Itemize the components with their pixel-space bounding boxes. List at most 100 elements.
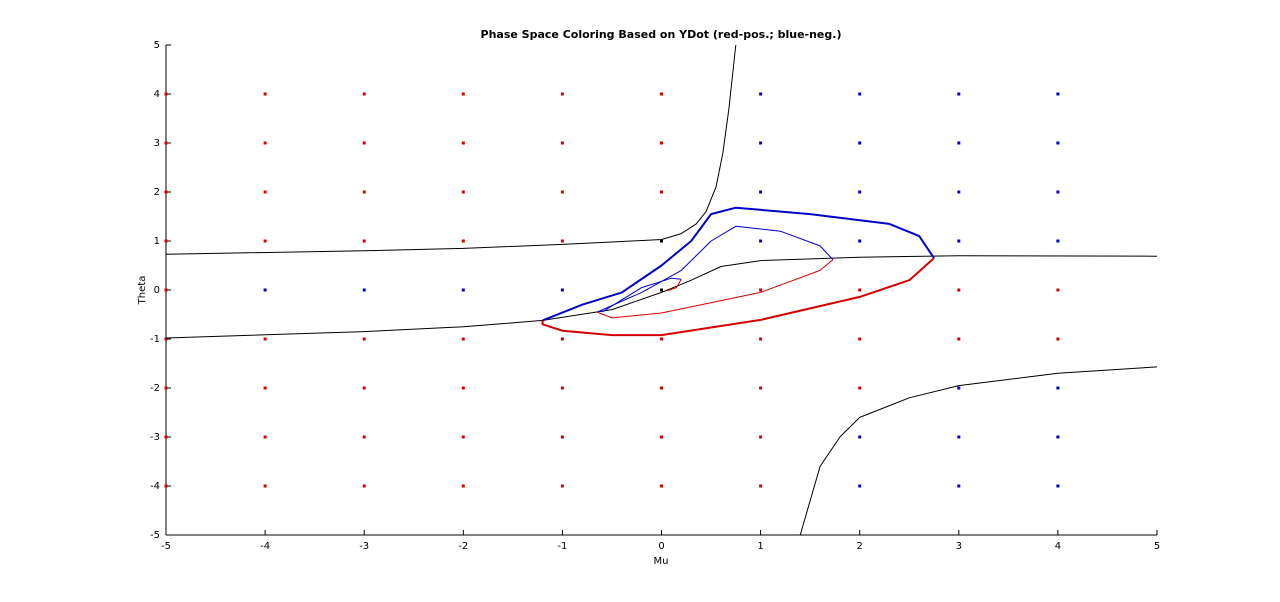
point bbox=[461, 337, 465, 341]
point bbox=[362, 337, 366, 341]
point bbox=[560, 484, 564, 488]
point bbox=[461, 92, 465, 96]
point bbox=[759, 288, 763, 292]
point bbox=[858, 337, 862, 341]
trajectory-line bbox=[601, 277, 682, 313]
point bbox=[957, 190, 961, 194]
y-tick-label: -3 bbox=[150, 432, 160, 443]
point bbox=[957, 337, 961, 341]
point bbox=[263, 435, 267, 439]
point bbox=[759, 337, 763, 341]
point bbox=[263, 288, 267, 292]
point bbox=[560, 239, 564, 243]
point bbox=[164, 435, 168, 439]
point bbox=[263, 141, 267, 145]
point bbox=[560, 92, 564, 96]
point bbox=[660, 141, 663, 145]
y-tick-label: -4 bbox=[150, 481, 160, 492]
trajectory-line bbox=[165, 255, 1158, 339]
x-tick-label: -1 bbox=[557, 541, 567, 552]
x-tick-label: 3 bbox=[956, 541, 962, 552]
point bbox=[362, 141, 366, 145]
point bbox=[461, 190, 465, 194]
point bbox=[957, 239, 961, 243]
point bbox=[362, 435, 366, 439]
point bbox=[560, 386, 564, 390]
point bbox=[1056, 239, 1060, 243]
point bbox=[858, 288, 862, 292]
point bbox=[858, 92, 862, 96]
x-tick-label: 1 bbox=[757, 541, 763, 552]
point bbox=[362, 239, 366, 243]
point bbox=[362, 288, 366, 292]
trajectory-line bbox=[596, 225, 834, 313]
point bbox=[263, 386, 267, 390]
point bbox=[164, 386, 168, 390]
x-tick-label: -5 bbox=[161, 541, 171, 552]
point bbox=[1056, 386, 1060, 390]
point bbox=[660, 92, 663, 96]
y-tick-label: -1 bbox=[150, 334, 160, 345]
trajectory-line bbox=[799, 366, 1158, 536]
y-tick-label: -5 bbox=[150, 530, 160, 541]
point bbox=[759, 239, 763, 243]
point bbox=[660, 239, 663, 243]
point bbox=[1056, 288, 1060, 292]
point bbox=[858, 190, 862, 194]
x-axis-label: Mu bbox=[654, 556, 669, 567]
point bbox=[858, 386, 862, 390]
point bbox=[362, 190, 366, 194]
point bbox=[560, 337, 564, 341]
trajectory-line bbox=[542, 206, 935, 322]
point bbox=[461, 484, 465, 488]
y-axis-label: Theta bbox=[137, 276, 148, 306]
point bbox=[660, 288, 663, 292]
point bbox=[362, 92, 366, 96]
point bbox=[759, 484, 763, 488]
point bbox=[263, 190, 267, 194]
x-tick-label: 5 bbox=[1154, 541, 1160, 552]
point bbox=[164, 239, 168, 243]
point bbox=[1056, 92, 1060, 96]
point bbox=[660, 337, 663, 341]
point bbox=[164, 337, 168, 341]
point bbox=[957, 92, 961, 96]
x-tick-label: -4 bbox=[260, 541, 270, 552]
point bbox=[759, 92, 763, 96]
y-tick-label: 0 bbox=[154, 285, 160, 296]
point bbox=[660, 435, 663, 439]
point bbox=[164, 288, 168, 292]
y-tick-label: 4 bbox=[154, 89, 160, 100]
x-tick-label: 4 bbox=[1055, 541, 1061, 552]
point bbox=[164, 190, 168, 194]
chart-title: Phase Space Coloring Based on YDot (red-… bbox=[481, 28, 842, 41]
point bbox=[759, 435, 763, 439]
point bbox=[164, 141, 168, 145]
point bbox=[1056, 435, 1060, 439]
point bbox=[858, 484, 862, 488]
point bbox=[263, 239, 267, 243]
point bbox=[461, 386, 465, 390]
x-tick-label: -2 bbox=[458, 541, 468, 552]
point bbox=[362, 484, 366, 488]
x-tick-label: 0 bbox=[658, 541, 664, 552]
y-tick-label: -2 bbox=[150, 383, 160, 394]
point bbox=[759, 141, 763, 145]
y-tick-label: 3 bbox=[154, 138, 160, 149]
point bbox=[957, 484, 961, 488]
trajectory-line bbox=[541, 257, 935, 337]
point bbox=[560, 288, 564, 292]
point bbox=[461, 435, 465, 439]
point bbox=[263, 337, 267, 341]
point bbox=[263, 484, 267, 488]
point bbox=[560, 435, 564, 439]
point bbox=[263, 92, 267, 96]
point bbox=[461, 288, 465, 292]
point bbox=[362, 386, 366, 390]
y-tick-label: 5 bbox=[154, 40, 160, 51]
point bbox=[1056, 337, 1060, 341]
point bbox=[461, 141, 465, 145]
point bbox=[759, 190, 763, 194]
trajectory-line bbox=[165, 44, 737, 255]
